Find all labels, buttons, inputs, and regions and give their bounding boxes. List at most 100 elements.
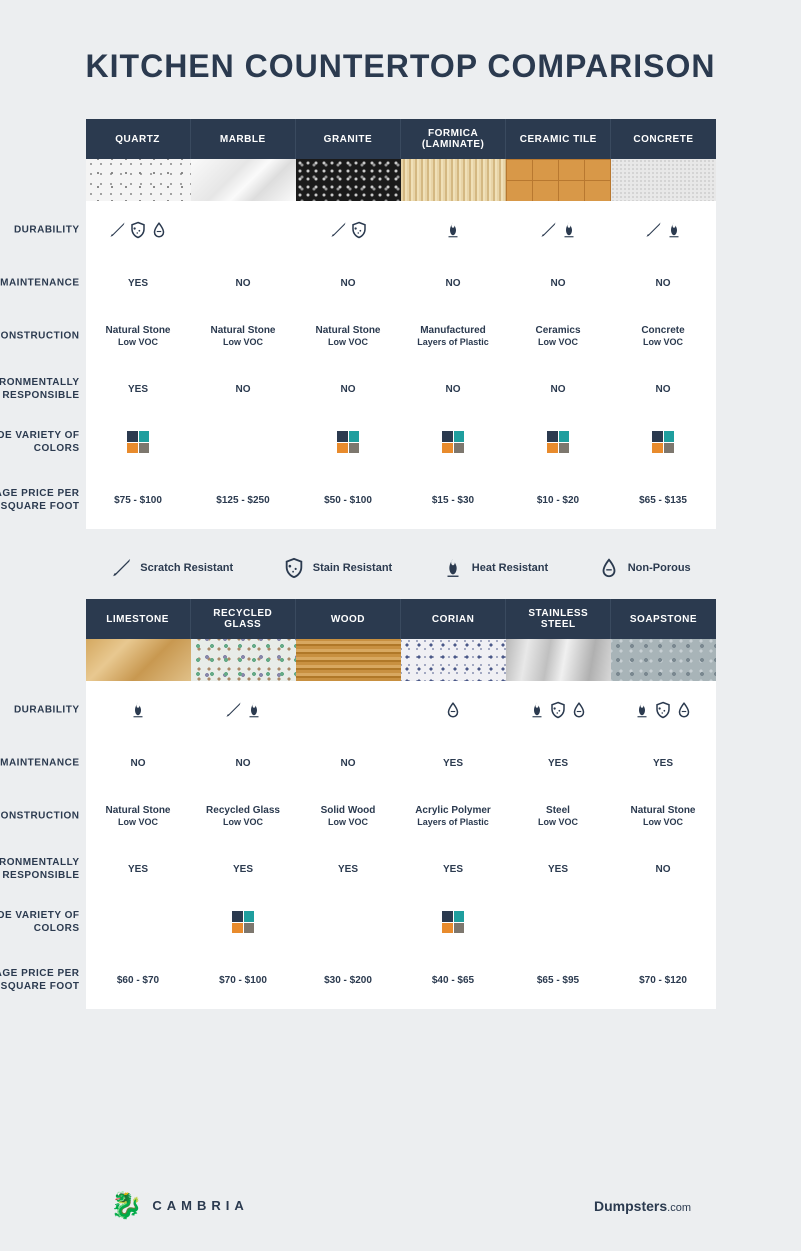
nonporous-icon xyxy=(444,701,462,719)
row-label: CONSTRUCTION xyxy=(0,810,80,823)
heat-icon xyxy=(665,221,683,239)
cell: NO xyxy=(191,739,296,787)
brand-cambria: 🐉 CAMBRIA xyxy=(110,1190,249,1221)
cell: NO xyxy=(296,365,401,413)
stain-icon xyxy=(654,701,672,719)
brand-right-main: Dumpsters xyxy=(594,1198,667,1214)
construction-line1: Manufactured xyxy=(420,324,486,337)
col-header: LIMESTONE xyxy=(86,599,191,639)
row-maintenance: EASY MAINTENANCE YES NO NO NO NO NO xyxy=(86,259,716,307)
legend: Scratch Resistant Stain Resistant Heat R… xyxy=(86,557,716,579)
cell: $70 - $100 xyxy=(191,951,296,1009)
col-header: STAINLESS STEEL xyxy=(506,599,611,639)
color-swatch-icon xyxy=(232,911,254,933)
heat-icon xyxy=(444,221,462,239)
construction-line1: Natural Stone xyxy=(315,324,380,337)
color-swatch-icon xyxy=(442,911,464,933)
col-header: QUARTZ xyxy=(86,119,191,159)
brand-label: CAMBRIA xyxy=(152,1198,248,1213)
cell xyxy=(296,413,401,471)
legend-label: Stain Resistant xyxy=(313,562,392,574)
cell: Natural StoneLow VOC xyxy=(191,307,296,365)
row-label: ENVIRONMENTALLY RESPONSIBLE xyxy=(0,856,80,882)
cell: NO xyxy=(611,259,716,307)
scratch-icon xyxy=(224,701,242,719)
cell: CeramicsLow VOC xyxy=(506,307,611,365)
scratch-icon xyxy=(110,557,132,579)
col-header: SOAPSTONE xyxy=(611,599,715,639)
cell: YES xyxy=(506,739,611,787)
comparison-table-2: LIMESTONE RECYCLED GLASS WOOD CORIAN STA… xyxy=(86,599,716,1009)
heat-icon xyxy=(528,701,546,719)
cell: $65 - $135 xyxy=(611,471,716,529)
cell-durability xyxy=(296,201,401,259)
col-header: RECYCLED GLASS xyxy=(191,599,296,639)
cell: Solid WoodLow VOC xyxy=(296,787,401,845)
color-swatch-icon xyxy=(547,431,569,453)
swatch-soapstone xyxy=(611,639,716,681)
construction-line1: Steel xyxy=(546,804,570,817)
brand-right-suffix: .com xyxy=(667,1202,691,1214)
swatch-formica xyxy=(401,159,506,201)
swatch-marble xyxy=(191,159,296,201)
cell: ManufacturedLayers of Plastic xyxy=(401,307,506,365)
swatch-granite xyxy=(296,159,401,201)
construction-line2: Low VOC xyxy=(118,337,158,349)
cell xyxy=(191,413,296,471)
footer: 🐉 CAMBRIA Dumpsters.com xyxy=(0,1190,801,1221)
stain-icon xyxy=(549,701,567,719)
nonporous-icon xyxy=(150,221,168,239)
cell xyxy=(506,893,611,951)
cell-durability xyxy=(296,681,401,739)
cell: $10 - $20 xyxy=(506,471,611,529)
stain-icon xyxy=(129,221,147,239)
cell: NO xyxy=(401,259,506,307)
row-construction: CONSTRUCTION Natural StoneLow VOC Natura… xyxy=(86,307,716,365)
cell: NO xyxy=(191,365,296,413)
cell-durability xyxy=(611,681,716,739)
legend-scratch: Scratch Resistant xyxy=(110,557,233,579)
cell: NO xyxy=(401,365,506,413)
scratch-icon xyxy=(539,221,557,239)
heat-icon xyxy=(245,701,263,719)
construction-line1: Concrete xyxy=(641,324,684,337)
construction-line2: Low VOC xyxy=(328,817,368,829)
construction-line2: Low VOC xyxy=(223,817,263,829)
construction-line1: Acrylic Polymer xyxy=(415,804,491,817)
scratch-icon xyxy=(329,221,347,239)
cell xyxy=(611,413,716,471)
page-title: KITCHEN COUNTERTOP COMPARISON xyxy=(0,0,801,85)
row-label: AVERAGE PRICE PER SQUARE FOOT xyxy=(0,487,80,513)
cell: YES xyxy=(401,845,506,893)
swatch-wood xyxy=(296,639,401,681)
cell-durability xyxy=(401,201,506,259)
cell: $15 - $30 xyxy=(401,471,506,529)
cell-durability xyxy=(191,201,296,259)
row-price: AVERAGE PRICE PER SQUARE FOOT $75 - $100… xyxy=(86,471,716,529)
cell: Natural StoneLow VOC xyxy=(86,307,191,365)
cell: ConcreteLow VOC xyxy=(611,307,716,365)
cell: NO xyxy=(611,365,716,413)
heat-icon xyxy=(129,701,147,719)
cell xyxy=(191,893,296,951)
column-headers: QUARTZ MARBLE GRANITE FORMICA (LAMINATE)… xyxy=(86,119,716,159)
cell: Acrylic PolymerLayers of Plastic xyxy=(401,787,506,845)
col-header: CORIAN xyxy=(401,599,506,639)
swatch-limestone xyxy=(86,639,191,681)
swatch-row xyxy=(86,159,716,201)
heat-icon xyxy=(560,221,578,239)
swatch-corian xyxy=(401,639,506,681)
dragon-icon: 🐉 xyxy=(110,1190,142,1221)
cell: Natural StoneLow VOC xyxy=(611,787,716,845)
cell: $125 - $250 xyxy=(191,471,296,529)
nonporous-icon xyxy=(675,701,693,719)
cell-durability xyxy=(611,201,716,259)
row-label: EASY MAINTENANCE xyxy=(0,757,80,770)
construction-line2: Low VOC xyxy=(643,817,683,829)
cell: YES xyxy=(86,259,191,307)
cell-durability xyxy=(506,201,611,259)
legend-label: Scratch Resistant xyxy=(140,562,233,574)
row-colors: WIDE VARIETY OF COLORS xyxy=(86,893,716,951)
cell: YES xyxy=(86,845,191,893)
cell: YES xyxy=(86,365,191,413)
